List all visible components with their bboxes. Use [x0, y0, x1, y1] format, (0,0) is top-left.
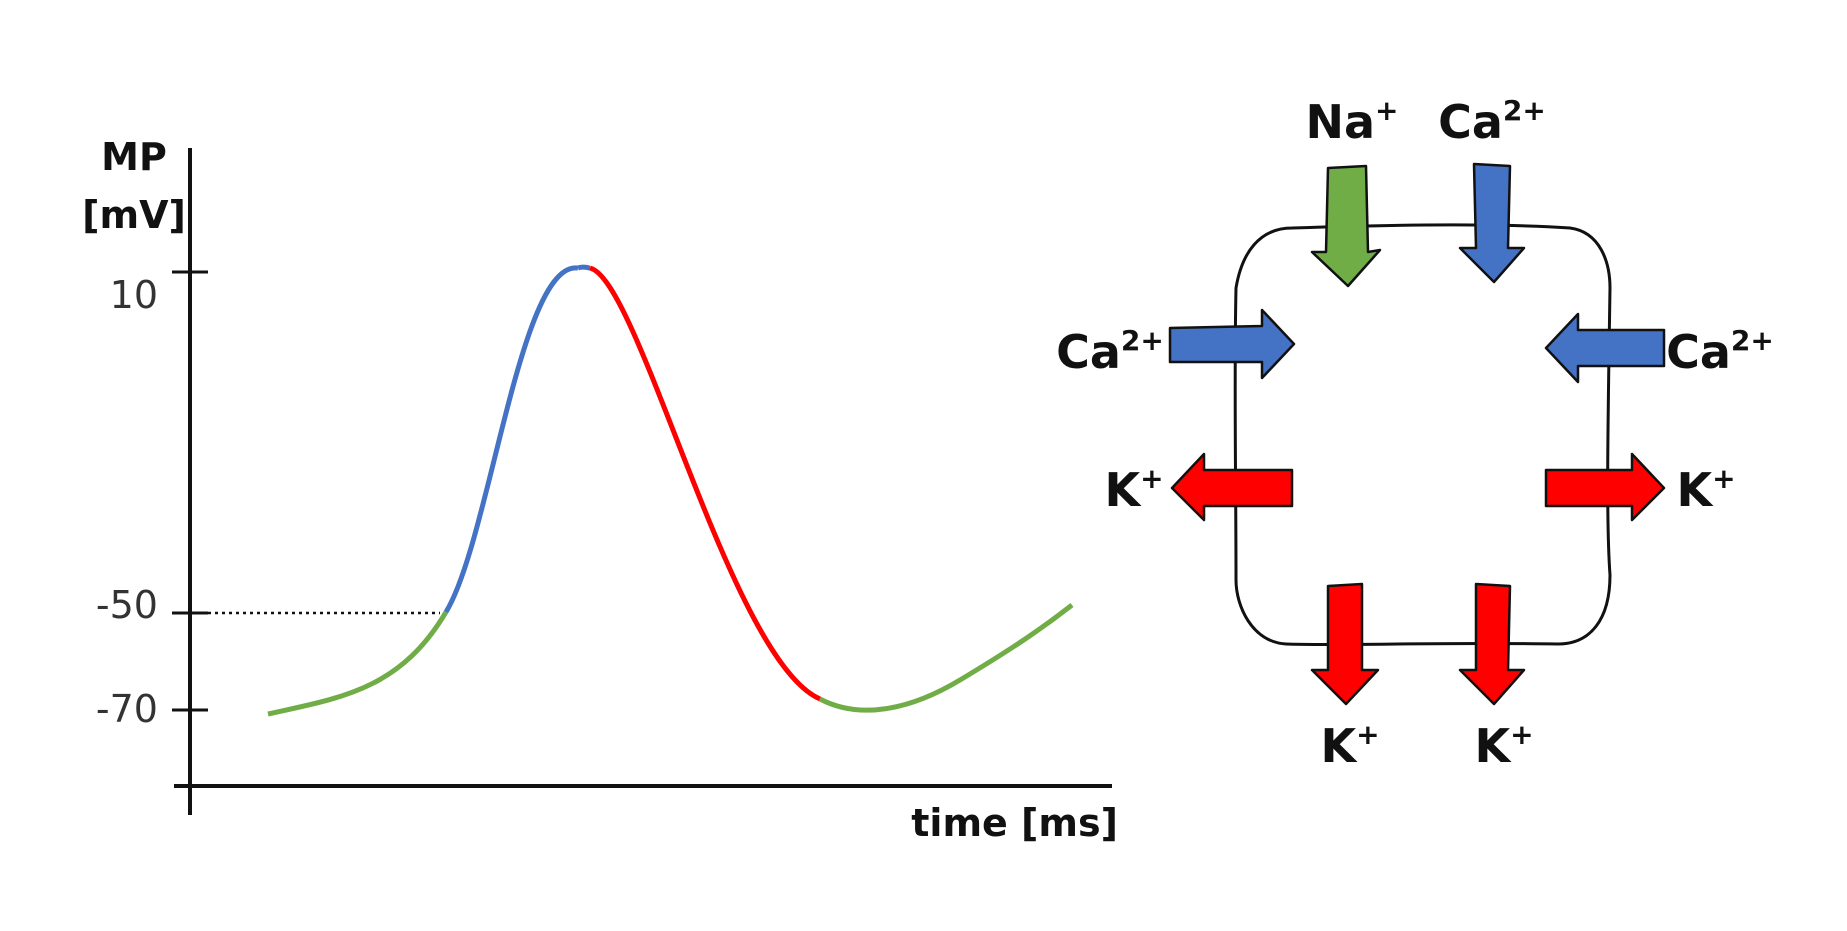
resting-phase-curve	[267, 610, 449, 717]
k-efflux-arrow-bottom-left	[1310, 582, 1380, 706]
repolarization-curve	[588, 265, 822, 702]
ion-label-ca-top: Ca2+	[1438, 94, 1546, 149]
x-axis-title: time [ms]	[911, 801, 1118, 845]
action-potential-graph: 10 -50 -70 MP [mV] time [ms]	[82, 135, 1118, 845]
ion-label-k-left: K+	[1104, 462, 1163, 517]
cell-ion-flux-diagram: Na+ Ca2+ Ca2+ Ca2+ K+ K+ K+ K+	[1056, 94, 1774, 773]
ca-influx-arrow-left	[1168, 308, 1296, 380]
peak-curve	[577, 264, 591, 271]
tick-label-10: 10	[110, 273, 158, 317]
ion-label-ca-right: Ca2+	[1666, 324, 1774, 379]
tick-label-minus70: -70	[96, 687, 158, 731]
cell-membrane	[1233, 223, 1612, 647]
ion-label-ca-left: Ca2+	[1056, 324, 1164, 379]
ion-label-k-bottom-left: K+	[1320, 718, 1379, 773]
k-efflux-arrow-right	[1544, 452, 1666, 522]
ion-label-k-right: K+	[1676, 462, 1735, 517]
na-influx-arrow-top-left	[1310, 164, 1382, 288]
k-efflux-arrow-bottom-right	[1458, 582, 1526, 706]
y-axis-title-line1: MP	[101, 135, 167, 179]
depolarization-curve	[443, 265, 579, 614]
k-efflux-arrow-left	[1170, 452, 1294, 522]
ion-label-na-top: Na+	[1305, 94, 1398, 149]
y-axis-title-line2: [mV]	[82, 193, 186, 237]
ion-label-k-bottom-right: K+	[1474, 718, 1533, 773]
ca-influx-arrow-top-right	[1458, 162, 1526, 284]
tick-label-minus50: -50	[96, 583, 158, 627]
hyperpolarization-curve	[818, 603, 1074, 713]
ca-influx-arrow-right	[1544, 312, 1666, 384]
